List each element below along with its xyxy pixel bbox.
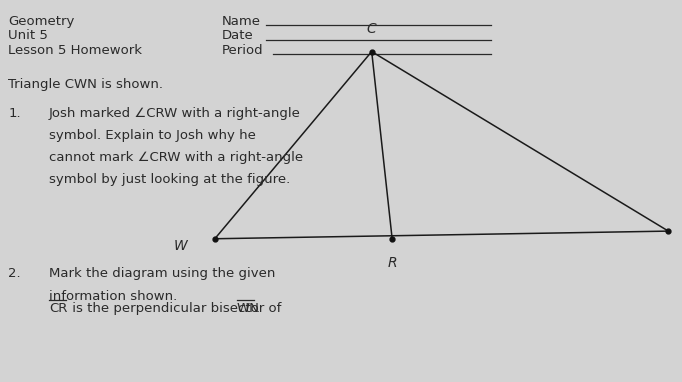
Text: information shown.: information shown. [49,290,177,303]
Text: Unit 5: Unit 5 [8,29,48,42]
Text: Name: Name [222,15,261,28]
Text: C: C [367,22,376,36]
Text: Lesson 5 Homework: Lesson 5 Homework [8,44,142,57]
Text: Triangle CWN is shown.: Triangle CWN is shown. [8,78,163,91]
Text: symbol. Explain to Josh why he: symbol. Explain to Josh why he [49,129,256,142]
Text: 1.: 1. [8,107,21,120]
Text: CR: CR [49,302,68,315]
Text: symbol by just looking at the figure.: symbol by just looking at the figure. [49,173,291,186]
Text: Period: Period [222,44,263,57]
Text: Date: Date [222,29,254,42]
Text: 2.: 2. [8,267,21,280]
Text: Geometry: Geometry [8,15,74,28]
Text: Mark the diagram using the given: Mark the diagram using the given [49,267,276,280]
Text: W: W [174,239,188,253]
Text: .: . [256,302,260,315]
Text: WN: WN [237,302,260,315]
Text: R: R [387,256,397,270]
Text: Josh marked ∠CRW with a right-angle: Josh marked ∠CRW with a right-angle [49,107,301,120]
Text: cannot mark ∠CRW with a right-angle: cannot mark ∠CRW with a right-angle [49,151,303,164]
Text: is the perpendicular bisector of: is the perpendicular bisector of [68,302,286,315]
